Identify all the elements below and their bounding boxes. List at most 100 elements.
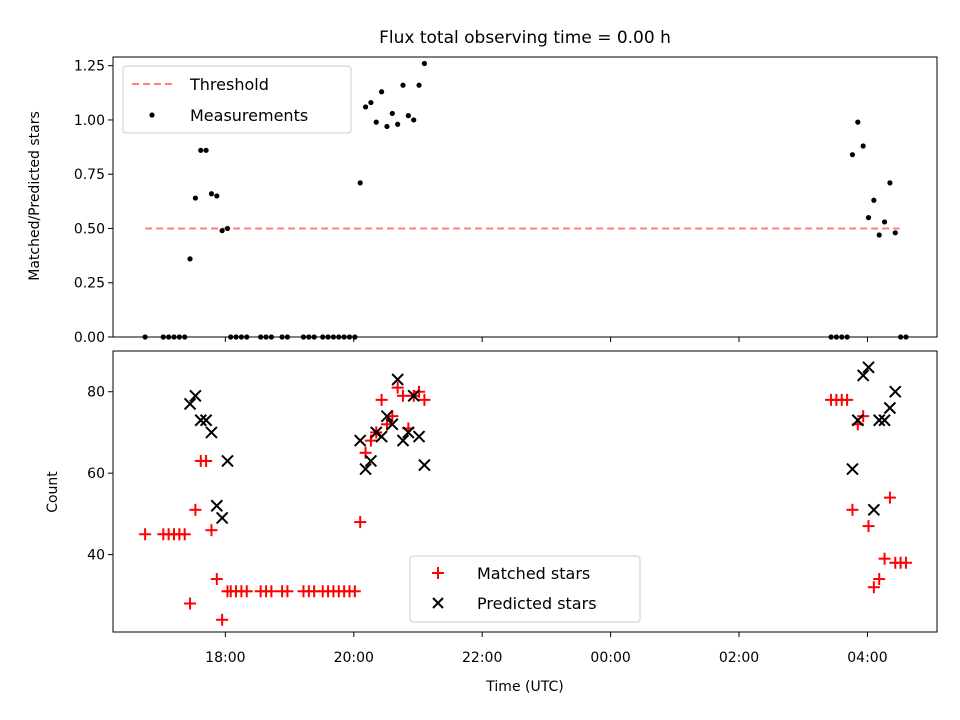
predicted-star-point (353, 434, 367, 447)
legend-frame (122, 65, 352, 134)
y-axis-label-count: Count (45, 471, 61, 513)
matched-star-point (846, 503, 859, 516)
matched-star-point (397, 389, 410, 402)
count-plot-frame (112, 350, 938, 633)
matched-star-point (899, 556, 912, 569)
legend-label-threshold: Threshold (189, 75, 269, 94)
measurement-point (214, 193, 220, 199)
measurement-point (421, 60, 428, 67)
y-tick-label-ratio: 0.50 (74, 221, 105, 237)
measurement-point (368, 99, 374, 106)
matched-star-point (867, 581, 880, 594)
matched-star-point (878, 552, 891, 565)
matched-star-point (139, 528, 152, 541)
chart-title: Flux total observing time = 0.00 h (379, 28, 671, 48)
matched-star-point (862, 520, 875, 533)
y-tick-label-count: 60 (87, 466, 105, 482)
count-legend: Matched stars Predicted stars (409, 555, 641, 623)
x-tick-label: 18:00 (205, 650, 245, 666)
matched-star-point (178, 528, 191, 541)
predicted-star-point (867, 503, 881, 517)
predicted-star-point (396, 434, 410, 447)
matched-star-point (354, 516, 367, 529)
matched-star-point (391, 381, 404, 394)
legend-matched-swatch (432, 567, 444, 579)
predicted-star-point (199, 414, 213, 427)
matched-star-point (240, 585, 253, 598)
x-tick-label: 20:00 (334, 650, 374, 666)
matched-star-point (281, 585, 294, 598)
measurement-point (219, 228, 225, 234)
x-tick-label: 00:00 (590, 650, 630, 666)
predicted-star-point (883, 401, 897, 415)
measurement-point (187, 256, 193, 262)
measurement-point (411, 117, 417, 123)
measurement-point (384, 123, 390, 130)
matched-star-point (873, 573, 886, 586)
measurement-point (362, 104, 369, 110)
predicted-star-point (189, 389, 202, 403)
predicted-star-point (391, 373, 404, 386)
predicted-star-point (856, 369, 870, 382)
matched-star-point (216, 613, 229, 626)
measurement-point (876, 232, 882, 238)
x-tick-label: 04:00 (847, 650, 887, 666)
measurement-point (208, 191, 215, 197)
predicted-star-point (412, 430, 426, 443)
predicted-star-point (205, 426, 218, 439)
measurement-point (389, 110, 395, 117)
measurement-point (881, 219, 888, 225)
measurement-point (203, 147, 209, 153)
matched-star-point (205, 524, 218, 537)
y-tick-label-ratio: 0.25 (74, 276, 105, 292)
ratio-plot-frame (112, 56, 938, 338)
measurement-point (416, 82, 422, 88)
y-tick-label-ratio: 1.25 (74, 59, 105, 75)
predicted-star-point (873, 414, 886, 427)
legend-label-matched: Matched stars (477, 564, 590, 583)
ratio-legend: Threshold Measurements (122, 65, 352, 134)
legend-measurement-swatch (149, 112, 155, 118)
y-tick-label-count: 40 (87, 548, 105, 564)
predicted-star-point (215, 511, 229, 525)
predicted-star-point (183, 397, 197, 411)
matched-star-point (375, 393, 388, 406)
measurement-point (379, 89, 385, 95)
matched-star-point (184, 597, 197, 610)
measurement-point (400, 82, 406, 88)
predicted-star-point (851, 414, 865, 427)
matched-star-point (883, 491, 896, 504)
measurement-point (860, 143, 866, 149)
x-tick-label: 22:00 (462, 650, 502, 666)
y-tick-label-ratio: 1.00 (74, 113, 105, 129)
x-tick-label: 02:00 (719, 650, 759, 666)
matched-star-point (210, 573, 223, 586)
legend-frame (409, 555, 641, 623)
y-axis-label-ratio: Matched/Predicted stars (27, 111, 43, 281)
measurement-point (871, 197, 877, 203)
predicted-star-point (878, 414, 891, 427)
matched-star-point (265, 585, 278, 598)
predicted-star-point (862, 361, 875, 374)
matched-star-point (841, 393, 854, 406)
predicted-star-point (418, 458, 431, 472)
ratio-panel: Flux total observing time = 0.00 h Match… (27, 28, 938, 346)
measurement-point (892, 230, 898, 236)
measurement-point (855, 119, 861, 125)
predicted-star-point (889, 385, 902, 398)
legend-predicted-swatch (432, 597, 444, 609)
predicted-star-point (402, 426, 415, 439)
predicted-star-point (221, 454, 234, 468)
predicted-star-point (407, 389, 420, 403)
predicted-star-point (210, 499, 224, 512)
measurement-point (224, 225, 231, 232)
legend-label-predicted: Predicted stars (477, 594, 597, 613)
y-tick-label-ratio: 0.00 (74, 330, 105, 346)
predicted-star-point (846, 462, 859, 476)
legend-label-measurements: Measurements (190, 106, 308, 125)
predicted-star-point (194, 414, 207, 427)
measurement-point (395, 121, 401, 127)
measurement-point (373, 119, 379, 125)
predicted-star-point (364, 454, 378, 468)
